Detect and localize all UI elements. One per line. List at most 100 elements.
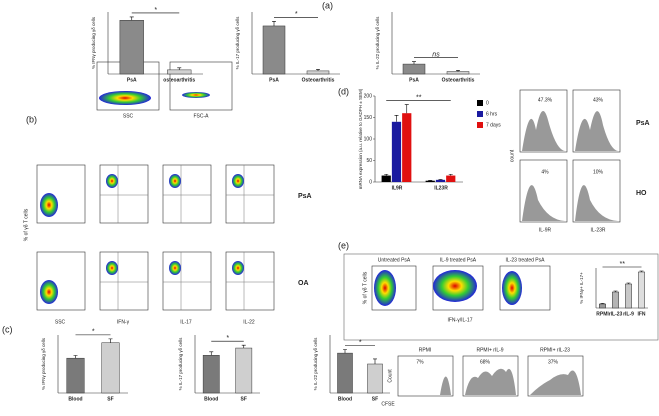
bar [436,180,445,182]
legend-swatch [477,122,483,128]
x-tick-label: PsA [269,77,279,83]
gate-percent: 7% [416,359,424,365]
y-axis-label: % IL-17 producing γδ cells [235,16,240,70]
panel-d-hist: 47.3% 43% 4% 10% PsA HO IL-9R IL-23R cou… [509,90,649,233]
flow-plot [163,165,211,223]
bar [102,343,120,393]
plot-title: RPMI [419,347,432,353]
x-tick-label: SF [241,396,247,402]
plot-title: IL-23 treated PsA [506,257,546,263]
error-bar [412,62,416,64]
axis-label: Count [387,369,393,383]
y-axis-label: % IL-22 producing γδ cells [313,337,318,391]
flow-plot [226,252,274,310]
x-tick-label: RPMI [596,311,609,317]
bar [638,272,645,308]
bar [67,358,85,393]
axis-label: % of γδ T cells [23,208,29,241]
x-tick-label: Blood [338,396,352,402]
x-tick-label: IL9R [392,185,403,191]
error-bar [449,174,453,175]
x-tick-label: Osteoarthritis [442,77,475,83]
y-tick-label: 100 [364,136,373,142]
axis-label: IL-23R [590,227,605,233]
panel-label: (a) [322,0,333,10]
bar [382,176,391,182]
flow-plot [163,252,211,310]
plot-title: RPMI+ rIL-23 [540,347,570,353]
error-bar [209,352,213,355]
x-tick-label: Osteoarthritis [302,77,335,83]
gate-percent: 43% [593,97,604,103]
panel-label: (d) [338,86,349,96]
legend-swatch [477,111,483,117]
bar [203,355,219,393]
bar [426,181,435,182]
x-tick-label: SF [107,396,113,402]
flow-plot [226,165,274,223]
error-bar [373,359,377,364]
bar [307,71,329,74]
bar [338,353,353,393]
bar [167,70,191,74]
x-tick-label: IFN [637,311,645,317]
axis-label: IL-17 [180,319,192,325]
x-tick-label: Blood [68,396,82,402]
panel-e: Untreated PsA IL-9 treated PsA IL-23 tre… [344,254,658,407]
axis-label: SSC [123,113,134,119]
error-bar [242,345,246,348]
flow-grid [37,165,274,310]
panel-label: (e) [338,240,349,250]
density [182,92,210,98]
axis-label: % of γδ T cells [362,271,368,304]
significance: * [154,7,157,14]
x-tick-label: Blood [204,396,218,402]
bar [612,292,619,308]
significance: ** [416,94,422,101]
density [502,271,522,305]
density [106,174,118,188]
y-axis-label: % IFNγ producing γδ cells [41,337,46,390]
error-bar [272,21,276,26]
plot-title: IL-9 treated PsA [440,257,477,263]
error-bar [130,17,134,20]
x-tick-label: PsA [409,77,419,83]
plot-title: RPMI+ rIL-9 [476,347,503,353]
error-bar [384,174,388,175]
density [169,174,181,188]
x-tick-label: rIL-9 [623,311,634,317]
x-tick-label: SF [372,396,378,402]
gate-percent: 47.3% [538,97,553,103]
legend-swatch [477,100,483,106]
panel-label: (c) [2,324,13,334]
gate-percent: 4% [541,169,549,175]
error-bar [405,105,409,114]
error-bar [109,339,113,343]
bar [263,26,285,74]
row-label: OA [298,280,309,287]
error-bar [74,355,78,358]
panel-label: (b) [26,114,37,124]
flow-plot [100,165,148,223]
axis-label: count [509,149,515,162]
axis-label: IL-22 [243,319,255,325]
y-axis-label: % IL-22 producing γδ cells [375,16,380,70]
y-axis-label: % IL-17 producing γδ cells [178,337,183,391]
density [232,174,244,188]
axis-label: SSC [55,319,66,325]
x-tick-label: rIL-23 [609,311,623,317]
row-label: HO [636,190,647,197]
panel-b: SSC FSC-A PsA OA SSC IFN-γ IL-17 IL-22 %… [23,62,311,325]
density [374,270,396,306]
significance: ** [619,261,625,268]
axis-label: CFSE [381,401,395,407]
density [169,261,181,275]
bar [402,113,411,182]
y-tick-label: 0 [369,179,372,185]
bar [625,284,632,308]
significance: * [226,335,229,342]
bar [368,364,383,393]
y-axis-label: % IFNγ producing γδ cells [91,16,96,69]
significance: * [295,11,298,18]
density [99,91,151,105]
